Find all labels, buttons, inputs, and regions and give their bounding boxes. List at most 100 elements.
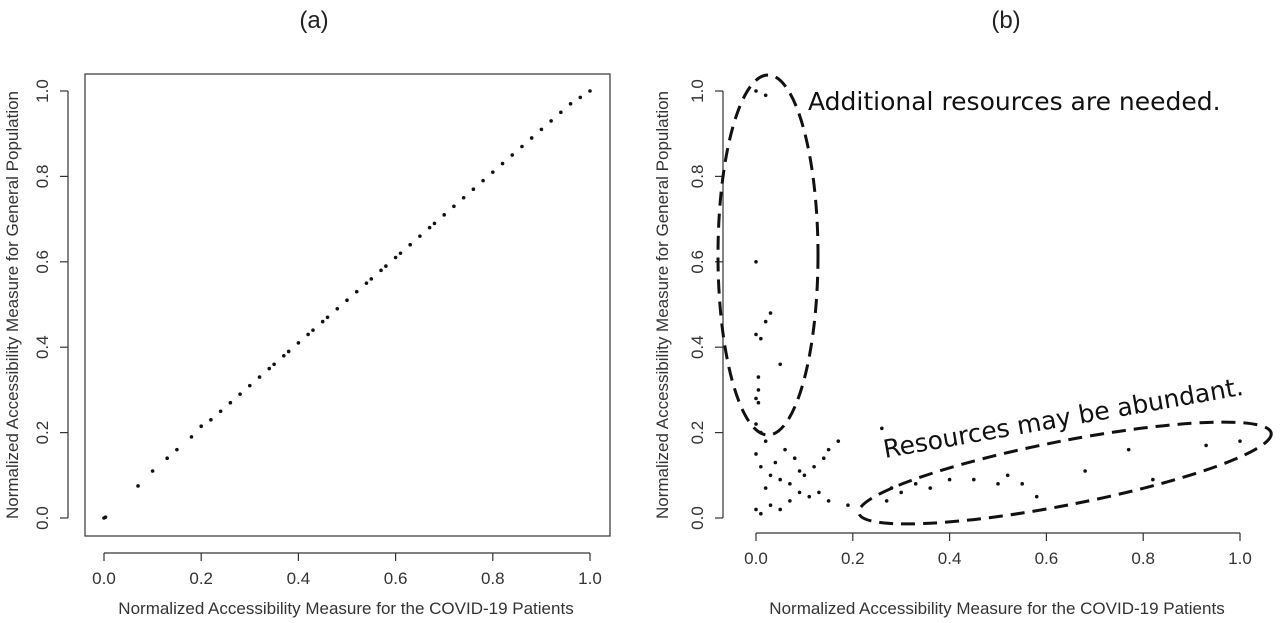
data-point	[754, 260, 758, 264]
data-point	[788, 499, 792, 503]
data-point	[1083, 469, 1087, 473]
data-point	[768, 503, 773, 507]
data-point	[754, 89, 758, 93]
data-point	[510, 153, 515, 157]
data-point	[899, 490, 903, 495]
y-tick-label: 0.4	[33, 335, 52, 359]
data-point	[1151, 477, 1155, 482]
y-axis-label-a: Normalized Accessibility Measure for Gen…	[3, 91, 22, 519]
data-point	[754, 396, 758, 401]
data-point	[759, 464, 763, 469]
x-axis-label-a: Normalized Accessibility Measure for the…	[118, 599, 573, 618]
x-tick-label: 0.8	[1131, 549, 1155, 568]
data-point	[773, 460, 778, 465]
x-tick-label: 0.2	[189, 569, 213, 588]
chart-title-b: (b)	[991, 7, 1020, 34]
y-tick-label: 0.0	[33, 506, 52, 530]
x-tick-label: 0.0	[92, 569, 116, 588]
data-point	[792, 456, 797, 461]
y-tick-label: 0.8	[688, 165, 707, 189]
data-point	[539, 127, 544, 132]
data-point	[756, 388, 761, 392]
y-tick-label: 0.8	[33, 165, 52, 189]
data-point	[996, 482, 1000, 486]
data-point	[763, 439, 768, 443]
data-point	[393, 255, 398, 260]
data-point	[103, 515, 108, 519]
data-point	[1204, 443, 1208, 448]
data-point	[272, 362, 276, 367]
data-point	[812, 464, 816, 469]
y-tick-label: 0.2	[33, 421, 52, 445]
data-point	[481, 178, 485, 183]
abundant-ellipse	[857, 420, 1273, 526]
data-point	[286, 349, 291, 354]
data-point	[354, 289, 359, 294]
data-point	[880, 426, 884, 431]
data-point	[756, 375, 761, 379]
x-tick-label: 1.0	[1228, 549, 1252, 568]
chart-panel-b: (b) 0.0 0.2 0.4 0.6 0.8 1.0 0.0 0.2 0.4 0.6 0.8 1.…	[653, 7, 1273, 618]
annotation-needed: Additional resources are needed.	[808, 87, 1221, 116]
data-point	[754, 332, 758, 337]
data-point	[427, 225, 432, 230]
x-tick-label: 0.2	[841, 549, 865, 568]
y-tick-label: 0.6	[688, 250, 707, 274]
data-point	[311, 328, 315, 332]
data-point	[320, 319, 325, 324]
annotation-abundant: Resources may be abundant.	[881, 372, 1245, 464]
x-tick-label: 0.4	[287, 569, 311, 588]
x-tick-label: 0.0	[744, 549, 768, 568]
data-point	[199, 424, 203, 428]
data-point	[267, 366, 272, 371]
y-tick-label: 0.4	[688, 335, 707, 359]
data-point	[972, 477, 976, 482]
data-point	[257, 375, 262, 379]
data-point	[432, 221, 437, 226]
data-point	[150, 469, 155, 473]
y-tick-label: 0.0	[688, 506, 707, 530]
y-tick-label: 1.0	[33, 79, 52, 103]
data-point	[1034, 494, 1039, 499]
data-points-a	[102, 89, 592, 520]
data-point	[248, 383, 252, 388]
data-point	[797, 490, 802, 495]
data-point	[379, 268, 383, 273]
data-point	[384, 264, 388, 268]
data-point	[759, 336, 763, 341]
data-point	[754, 422, 758, 426]
data-point	[588, 89, 592, 93]
data-point	[578, 95, 583, 100]
data-point	[947, 477, 952, 482]
data-point	[826, 447, 831, 452]
data-point	[928, 486, 933, 490]
data-point	[165, 456, 169, 461]
x-tick-label: 0.4	[938, 549, 962, 568]
data-point	[763, 319, 768, 324]
data-points-b	[754, 89, 1242, 516]
data-point	[768, 473, 773, 478]
data-point	[345, 298, 349, 303]
data-point	[807, 494, 812, 499]
data-point	[175, 447, 179, 452]
data-point	[500, 161, 505, 166]
data-point	[369, 277, 374, 281]
data-point	[461, 195, 466, 200]
data-point	[549, 119, 553, 123]
data-point	[836, 439, 841, 443]
data-point	[913, 482, 918, 486]
y-tick-label: 0.2	[688, 421, 707, 445]
x-axis-a: 0.0 0.2 0.4 0.6 0.8 1.0	[92, 552, 602, 588]
data-point	[228, 400, 233, 405]
data-point	[209, 417, 213, 422]
data-point	[788, 482, 792, 486]
data-point	[529, 136, 534, 140]
data-point	[763, 486, 768, 490]
y-tick-label: 0.6	[33, 250, 52, 274]
y-axis-b: 0.0 0.2 0.4 0.6 0.8 1.0	[688, 79, 724, 530]
data-point	[364, 281, 369, 285]
x-tick-label: 0.6	[1035, 549, 1059, 568]
x-tick-label: 0.6	[384, 569, 408, 588]
data-point	[398, 251, 403, 256]
